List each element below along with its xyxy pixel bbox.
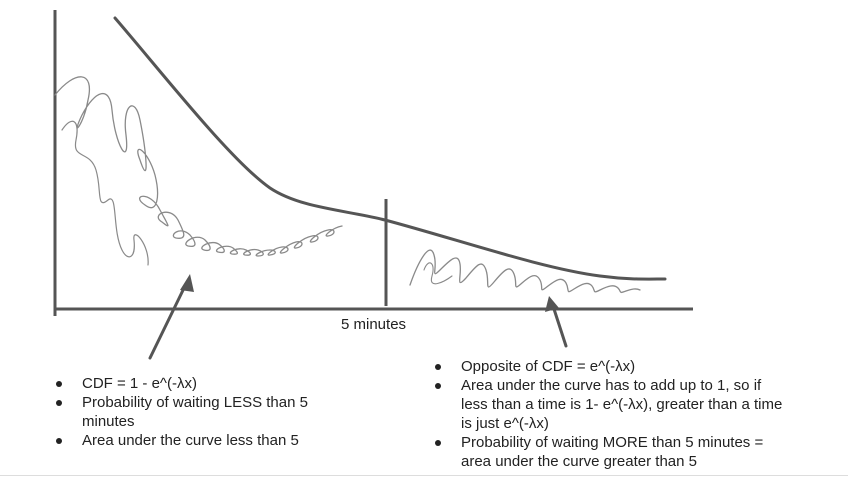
shading-right-scribble-2 bbox=[423, 262, 453, 285]
shading-right-scribble bbox=[409, 249, 641, 294]
right-note-area-adds-to-one: Area under the curve has to add up to 1,… bbox=[431, 376, 791, 433]
right-pointer-arrow bbox=[545, 296, 568, 348]
density-curve bbox=[113, 16, 667, 281]
shading-left-scribble bbox=[54, 76, 343, 257]
left-notes-list: CDF = 1 - e^(-λx) Probability of waiting… bbox=[52, 374, 352, 450]
shading-left-scribble-2 bbox=[61, 120, 149, 266]
left-note-cdf: CDF = 1 - e^(-λx) bbox=[52, 374, 352, 393]
right-notes-list: Opposite of CDF = e^(-λx) Area under the… bbox=[431, 357, 791, 471]
left-note-area-less: Area under the curve less than 5 bbox=[52, 431, 352, 450]
left-note-probability-less: Probability of waiting LESS than 5 minut… bbox=[52, 393, 352, 431]
right-note-opposite-cdf: Opposite of CDF = e^(-λx) bbox=[431, 357, 791, 376]
right-note-probability-more: Probability of waiting MORE than 5 minut… bbox=[431, 433, 791, 471]
left-pointer-arrow bbox=[148, 274, 194, 360]
bottom-divider bbox=[0, 475, 848, 476]
five-minutes-label: 5 minutes bbox=[341, 316, 407, 333]
